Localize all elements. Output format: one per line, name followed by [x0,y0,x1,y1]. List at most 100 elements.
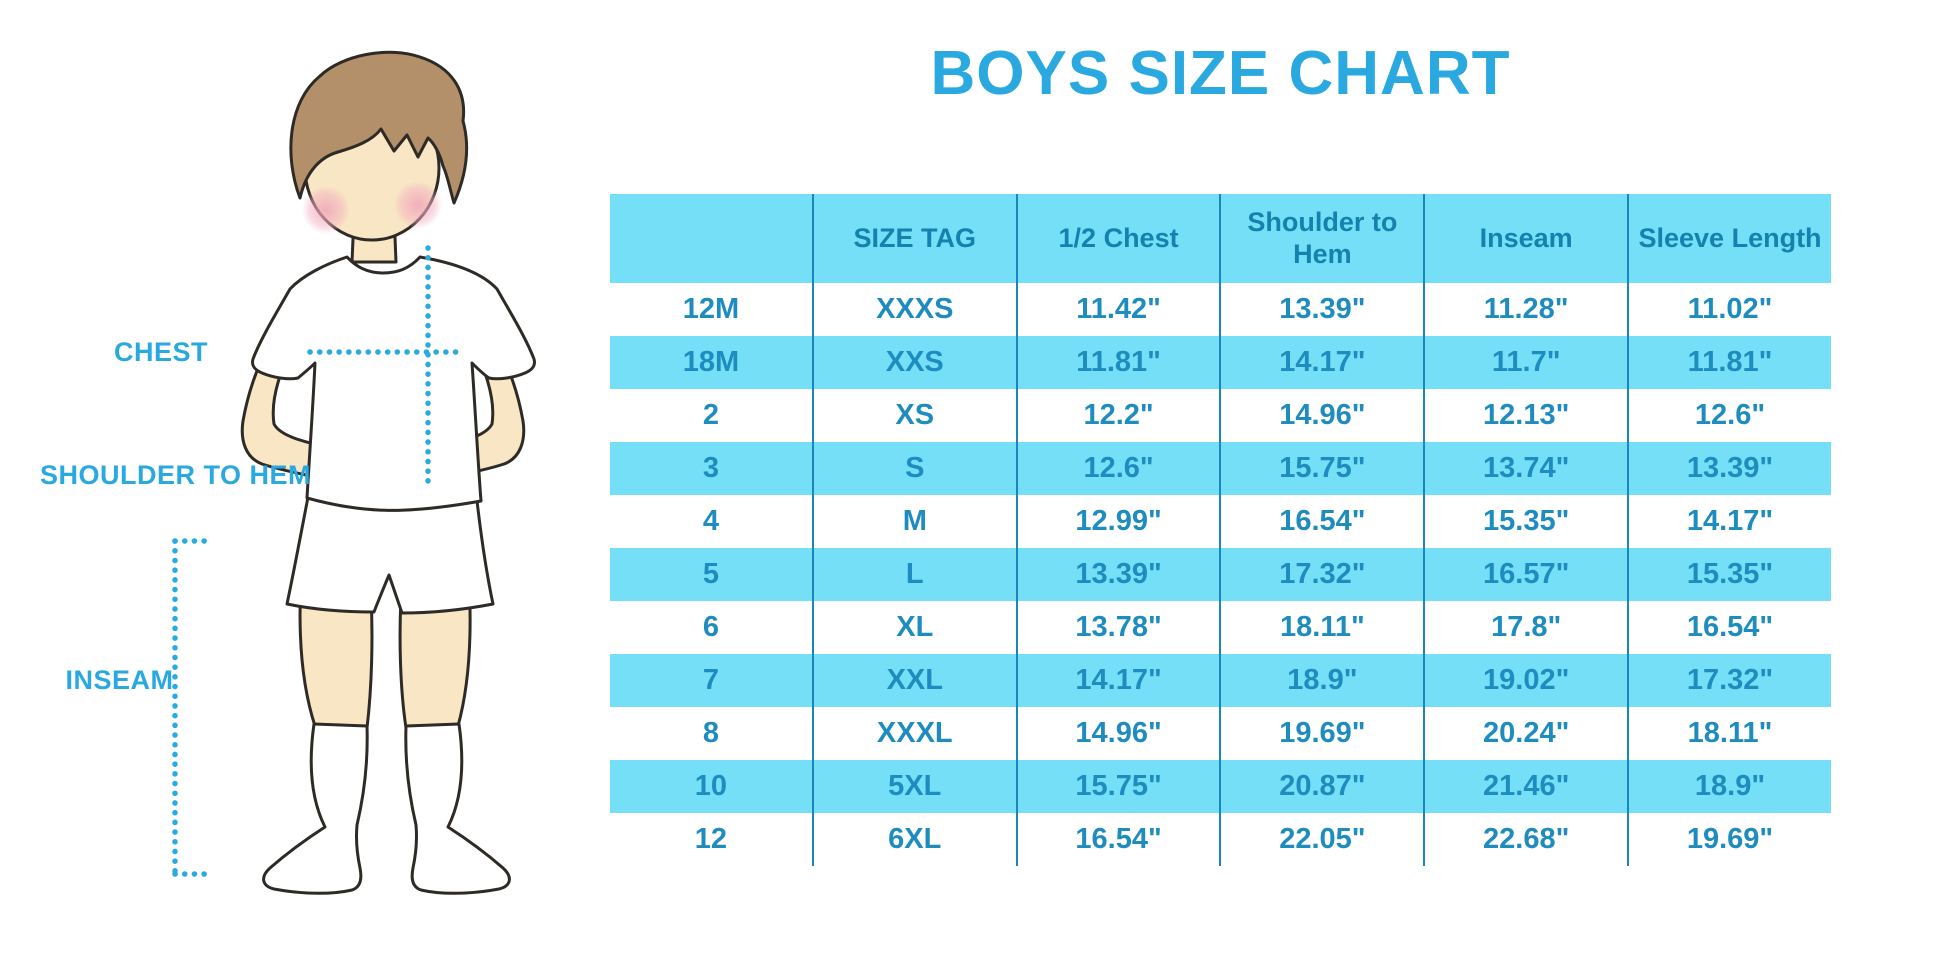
inseam-cell: 13.74" [1423,442,1629,495]
header-row: SIZE TAG 1/2 Chest Shoulder to Hem Insea… [610,194,1831,283]
size-cell: 3 [610,442,813,495]
size-cell: 12 [694,823,728,855]
table-row: 6 XL 13.78" 18.11" 17.8" 16.54" [610,601,1831,654]
sleeve-length-cell: 18.9" [1627,760,1831,813]
table-row: 12 6XL 16.54" 22.05" 22.68" 19.69" [610,813,1831,866]
inseam-label: INSEAM [65,665,174,695]
page-title: BOYS SIZE CHART [930,39,1511,108]
table-row: 7 XXL 14.17" 18.9" 19.02" 17.32" [610,654,1831,707]
shoulder-to-hem-cell: 15.75" [1219,442,1425,495]
size-tag-cell: XXXS [811,283,1017,336]
half-chest-cell: 14.17" [1015,654,1221,707]
right-sock [404,722,511,895]
shoulder-to-hem-cell: 17.32" [1219,548,1425,601]
size-tag-cell: XXS [811,336,1017,389]
inseam-cell: 15.35" [1423,495,1629,548]
size-tag-cell: XS [811,389,1017,442]
size-cell: 12M [682,293,740,325]
shoulder-to-hem-cell: 16.54" [1219,495,1425,548]
half-chest-cell: 13.39" [1015,548,1221,601]
column-header-sleeve-length: Sleeve Length [1627,194,1831,283]
boy-illustration-svg [172,50,536,895]
inseam-cell: 20.24" [1423,707,1629,760]
sleeve-length-cell: 18.11" [1627,707,1831,760]
column-header-inseam: Inseam [1423,194,1629,283]
table-row: 12M XXXS 11.42" 13.39" 11.28" 11.02" [610,283,1831,336]
shoulder-to-hem-cell: 13.39" [1219,283,1425,336]
sleeve-length-cell: 16.54" [1627,601,1831,654]
table-row: 2 XS 12.2" 14.96" 12.13" 12.6" [610,389,1831,442]
size-tag-cell: XXXL [811,707,1017,760]
boy-illustration [150,26,590,906]
left-blush [302,186,350,234]
size-cell: 2 [702,399,719,431]
shoulder-to-hem-label: SHOULDER TO HEM [39,460,311,490]
size-tag-cell: L [811,548,1017,601]
table-row: 3 S 12.6" 15.75" 13.74" 13.39" [610,442,1831,495]
shoulder-to-hem-cell: 18.11" [1219,601,1425,654]
column-header-shoulder-to-hem: Shoulder to Hem [1219,194,1425,283]
half-chest-cell: 14.96" [1015,707,1221,760]
size-table-header: SIZE TAG 1/2 Chest Shoulder to Hem Insea… [610,194,1831,283]
half-chest-cell: 12.99" [1015,495,1221,548]
sleeve-length-cell: 13.39" [1627,442,1831,495]
half-chest-cell: 11.42" [1015,283,1221,336]
size-tag-cell: 6XL [811,813,1017,866]
size-tag-cell: XL [811,601,1017,654]
half-chest-cell: 11.81" [1015,336,1221,389]
size-cell: 8 [702,717,719,749]
size-tag-cell: M [811,495,1017,548]
shoulder-to-hem-cell: 19.69" [1219,707,1425,760]
half-chest-cell: 16.54" [1015,813,1221,866]
shoulder-to-hem-cell: 14.96" [1219,389,1425,442]
column-header-half-chest: 1/2 Chest [1015,194,1221,283]
shoulder-to-hem-cell: 22.05" [1219,813,1425,866]
size-cell: 7 [610,654,813,707]
table-row: 8 XXXL 14.96" 19.69" 20.24" 18.11" [610,707,1831,760]
inseam-cell: 11.28" [1423,283,1629,336]
hair [289,50,469,205]
table-row: 5 L 13.39" 17.32" 16.57" 15.35" [610,548,1831,601]
inseam-cell: 11.7" [1423,336,1629,389]
sleeve-length-cell: 12.6" [1627,389,1831,442]
sleeve-length-cell: 14.17" [1627,495,1831,548]
inseam-cell: 17.8" [1423,601,1629,654]
inseam-cell: 22.68" [1423,813,1629,866]
size-tag-cell: XXL [811,654,1017,707]
boy-shirt [251,255,536,512]
size-cell: 18M [610,336,813,389]
size-table-body: 12M XXXS 11.42" 13.39" 11.28" 11.02" 18M… [610,283,1831,866]
size-cell: 4 [702,505,719,537]
inseam-cell: 12.13" [1423,389,1629,442]
boy-legs [262,579,511,895]
measurement-lines [172,245,467,877]
half-chest-cell: 13.78" [1015,601,1221,654]
shoulder-to-hem-cell: 18.9" [1219,654,1425,707]
sleeve-length-cell: 15.35" [1627,548,1831,601]
inseam-cell: 19.02" [1423,654,1629,707]
inseam-cell: 21.46" [1423,760,1629,813]
half-chest-cell: 12.6" [1015,442,1221,495]
half-chest-cell: 12.2" [1015,389,1221,442]
sleeve-length-cell: 17.32" [1627,654,1831,707]
left-sock [262,722,369,895]
column-header-size [610,194,813,283]
size-tag-cell: 5XL [811,760,1017,813]
column-header-size-tag: SIZE TAG [811,194,1017,283]
inseam-cell: 16.57" [1423,548,1629,601]
size-cell: 6 [702,611,719,643]
size-cell: 10 [610,760,813,813]
shoulder-to-hem-cell: 14.17" [1219,336,1425,389]
sleeve-length-cell: 11.02" [1627,283,1831,336]
chest-label: CHEST [113,337,208,367]
half-chest-cell: 15.75" [1015,760,1221,813]
right-blush [394,181,442,229]
boy-head [289,50,469,264]
shoulder-to-hem-cell: 20.87" [1219,760,1425,813]
size-table: SIZE TAG 1/2 Chest Shoulder to Hem Insea… [610,194,1831,866]
sleeve-length-cell: 11.81" [1627,336,1831,389]
table-row: 4 M 12.99" 16.54" 15.35" 14.17" [610,495,1831,548]
sleeve-length-cell: 19.69" [1627,813,1831,866]
table-row: 18M XXS 11.81" 14.17" 11.7" 11.81" [610,336,1831,389]
